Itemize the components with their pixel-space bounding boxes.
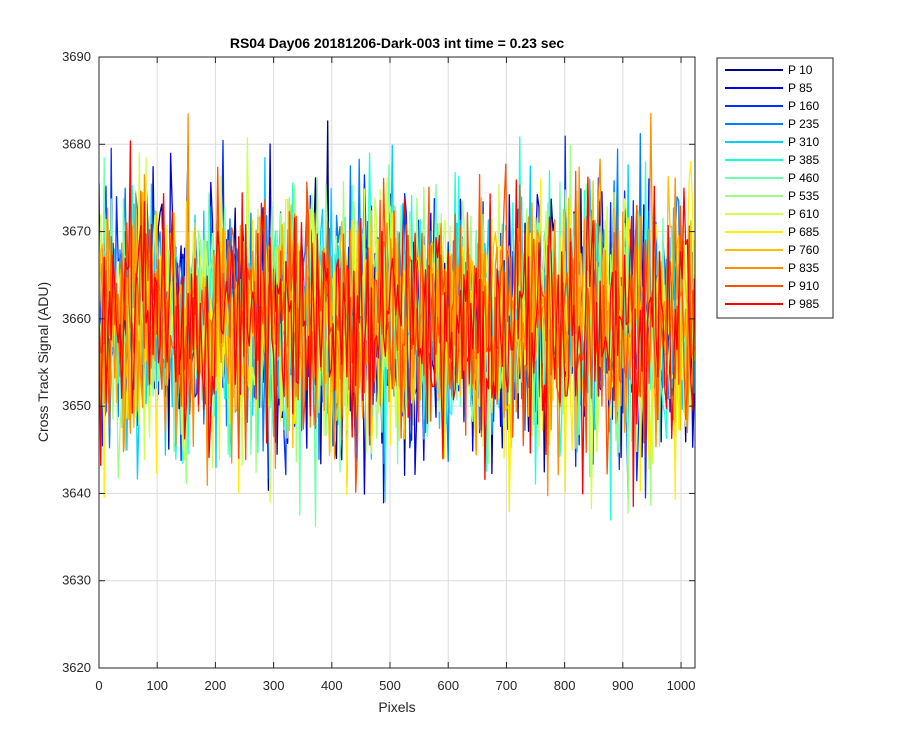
legend-label: P 10 (788, 63, 813, 77)
y-tick-label: 3630 (62, 573, 91, 588)
x-tick-label: 900 (612, 678, 634, 693)
legend-label: P 85 (788, 81, 813, 95)
y-tick-label: 3640 (62, 485, 91, 500)
axis-ticks: 0 100 200 300 400 500 600 700 800 900 1000 3620 3630… (62, 49, 695, 693)
x-tick-label: 200 (205, 678, 227, 693)
legend-label: P 310 (788, 135, 819, 149)
x-tick-label: 1000 (667, 678, 696, 693)
legend-box (716, 57, 834, 319)
x-tick-label: 400 (321, 678, 343, 693)
y-tick-label: 3690 (62, 49, 91, 64)
x-tick-label: 0 (95, 678, 102, 693)
legend-label: P 685 (788, 225, 819, 239)
legend-label: P 160 (788, 99, 819, 113)
legend-label: P 985 (788, 297, 819, 311)
legend-label: P 385 (788, 153, 819, 167)
y-tick-label: 3670 (62, 224, 91, 239)
legend: P 10 P 85 P 160 P 235 P 310 P 385 P 460 P 535 P … (716, 57, 834, 319)
legend-label: P 910 (788, 279, 819, 293)
y-tick-label: 3650 (62, 398, 91, 413)
y-tick-label: 3620 (62, 660, 91, 675)
x-tick-label: 700 (496, 678, 518, 693)
legend-label: P 235 (788, 117, 819, 131)
y-axis-title: Cross Track Signal (ADU) (35, 282, 51, 442)
legend-label: P 835 (788, 261, 819, 275)
x-axis-title: Pixels (378, 699, 415, 715)
x-tick-label: 600 (437, 678, 459, 693)
x-tick-label: 500 (379, 678, 401, 693)
legend-label: P 760 (788, 243, 819, 257)
series-lines (99, 112, 695, 527)
x-tick-label: 300 (263, 678, 285, 693)
legend-label: P 460 (788, 171, 819, 185)
plot-frame (98, 56, 696, 669)
legend-label: P 535 (788, 189, 819, 203)
y-tick-label: 3680 (62, 136, 91, 151)
legend-label: P 610 (788, 207, 819, 221)
series-line (99, 140, 695, 508)
chart-title: RS04 Day06 20181206-Dark-003 int time = … (230, 35, 564, 51)
x-tick-label: 800 (554, 678, 576, 693)
x-tick-label: 100 (146, 678, 168, 693)
y-tick-label: 3660 (62, 311, 91, 326)
